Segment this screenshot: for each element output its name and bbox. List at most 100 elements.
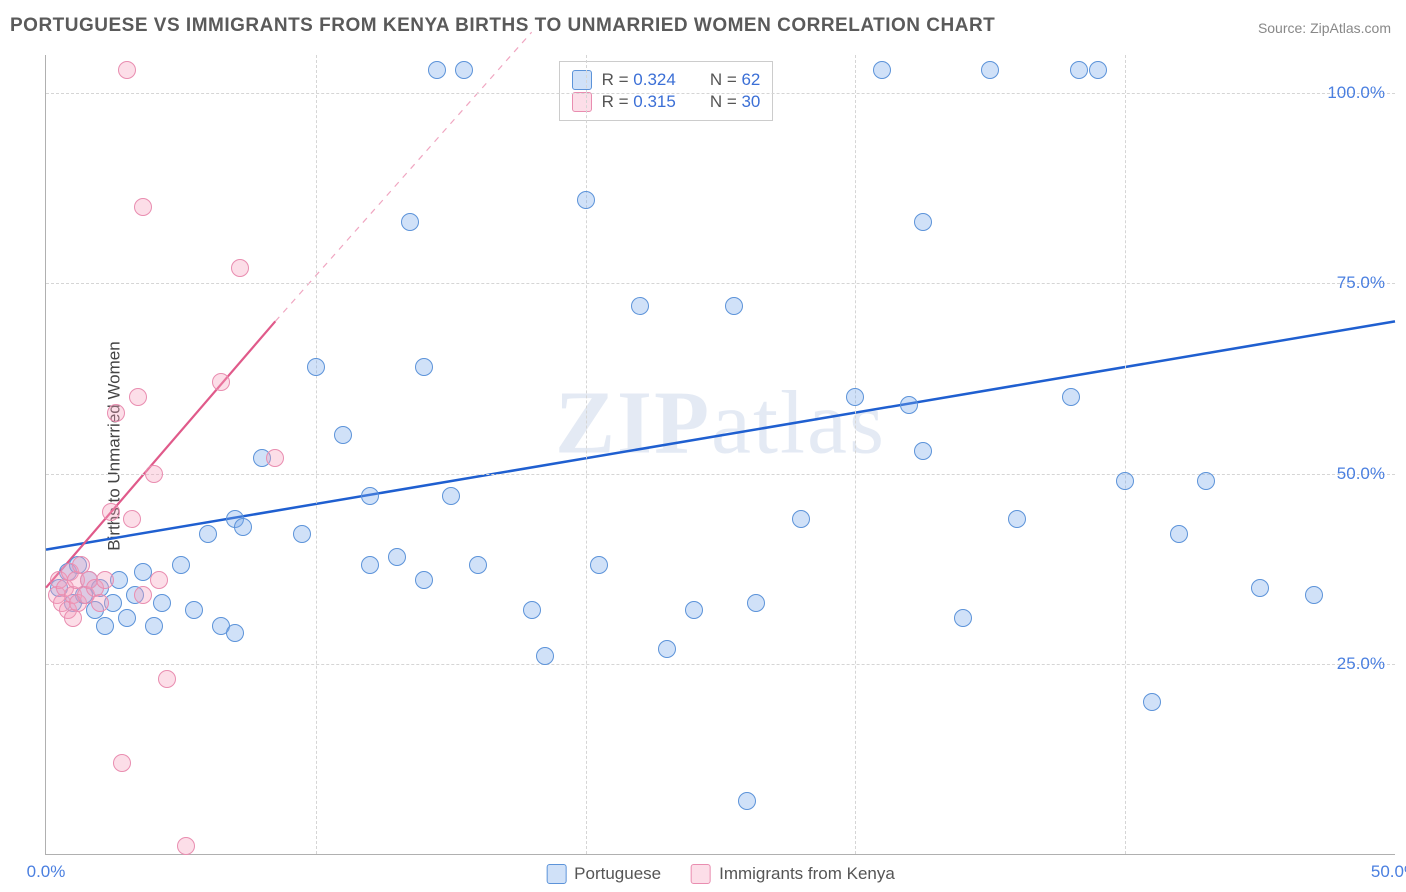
- data-point-portuguese: [846, 388, 864, 406]
- data-point-kenya: [145, 465, 163, 483]
- y-tick-label: 100.0%: [1327, 83, 1385, 103]
- data-point-portuguese: [590, 556, 608, 574]
- data-point-portuguese: [293, 525, 311, 543]
- data-point-portuguese: [226, 624, 244, 642]
- data-point-kenya: [129, 388, 147, 406]
- legend-swatch: [572, 70, 592, 90]
- legend-swatch: [572, 92, 592, 112]
- gridline-v: [855, 55, 856, 854]
- trend-line: [275, 32, 531, 321]
- gridline-h: [46, 474, 1395, 475]
- data-point-portuguese: [415, 358, 433, 376]
- legend-swatch: [546, 864, 566, 884]
- data-point-kenya: [134, 586, 152, 604]
- data-point-portuguese: [1089, 61, 1107, 79]
- data-point-portuguese: [914, 442, 932, 460]
- data-point-kenya: [150, 571, 168, 589]
- data-point-kenya: [123, 510, 141, 528]
- data-point-portuguese: [523, 601, 541, 619]
- x-tick-label: 50.0%: [1371, 862, 1406, 882]
- data-point-kenya: [134, 198, 152, 216]
- data-point-portuguese: [792, 510, 810, 528]
- data-point-portuguese: [577, 191, 595, 209]
- data-point-portuguese: [96, 617, 114, 635]
- legend-item-kenya: Immigrants from Kenya: [691, 864, 895, 884]
- data-point-portuguese: [401, 213, 419, 231]
- data-point-portuguese: [631, 297, 649, 315]
- data-point-portuguese: [145, 617, 163, 635]
- y-tick-label: 75.0%: [1337, 273, 1385, 293]
- data-point-portuguese: [658, 640, 676, 658]
- plot-area: ZIPatlas R = 0.324N = 62R = 0.315N = 30 …: [45, 55, 1395, 855]
- data-point-kenya: [158, 670, 176, 688]
- y-tick-label: 50.0%: [1337, 464, 1385, 484]
- source-label: Source: ZipAtlas.com: [1258, 20, 1391, 36]
- data-point-portuguese: [199, 525, 217, 543]
- data-point-portuguese: [954, 609, 972, 627]
- data-point-portuguese: [118, 609, 136, 627]
- data-point-kenya: [266, 449, 284, 467]
- data-point-kenya: [212, 373, 230, 391]
- data-point-portuguese: [747, 594, 765, 612]
- data-point-kenya: [231, 259, 249, 277]
- data-point-portuguese: [725, 297, 743, 315]
- data-point-portuguese: [914, 213, 932, 231]
- legend-row-portuguese: R = 0.324 N = 62: [572, 70, 761, 90]
- y-tick-label: 25.0%: [1337, 654, 1385, 674]
- chart-title: PORTUGUESE VS IMMIGRANTS FROM KENYA BIRT…: [10, 15, 995, 37]
- gridline-h: [46, 283, 1395, 284]
- data-point-kenya: [113, 754, 131, 772]
- legend-text: Portuguese: [574, 864, 661, 884]
- x-tick-label: 0.0%: [27, 862, 66, 882]
- data-point-portuguese: [153, 594, 171, 612]
- data-point-portuguese: [981, 61, 999, 79]
- data-point-kenya: [177, 837, 195, 855]
- data-point-portuguese: [388, 548, 406, 566]
- data-point-portuguese: [536, 647, 554, 665]
- data-point-portuguese: [900, 396, 918, 414]
- gridline-v: [586, 55, 587, 854]
- data-point-portuguese: [1251, 579, 1269, 597]
- legend-n-label: N = 62: [710, 70, 761, 90]
- legend-r-label: R = 0.324: [602, 70, 676, 90]
- data-point-portuguese: [185, 601, 203, 619]
- data-point-portuguese: [873, 61, 891, 79]
- data-point-portuguese: [361, 556, 379, 574]
- data-point-portuguese: [469, 556, 487, 574]
- legend-text: Immigrants from Kenya: [719, 864, 895, 884]
- data-point-portuguese: [685, 601, 703, 619]
- legend-swatch: [691, 864, 711, 884]
- trend-line: [46, 321, 275, 587]
- data-point-kenya: [102, 503, 120, 521]
- data-point-portuguese: [428, 61, 446, 79]
- gridline-v: [1125, 55, 1126, 854]
- data-point-portuguese: [415, 571, 433, 589]
- data-point-kenya: [118, 61, 136, 79]
- legend-n-label: N = 30: [710, 92, 761, 112]
- legend-r-n-box: R = 0.324 N = 62 R = 0.315 N = 30: [559, 61, 774, 121]
- legend-r-label: R = 0.315: [602, 92, 676, 112]
- legend-series: Portuguese Immigrants from Kenya: [546, 864, 895, 884]
- data-point-portuguese: [307, 358, 325, 376]
- data-point-portuguese: [172, 556, 190, 574]
- data-point-portuguese: [1143, 693, 1161, 711]
- legend-item-portuguese: Portuguese: [546, 864, 661, 884]
- data-point-portuguese: [234, 518, 252, 536]
- data-point-portuguese: [1008, 510, 1026, 528]
- data-point-kenya: [107, 404, 125, 422]
- data-point-portuguese: [1070, 61, 1088, 79]
- gridline-v: [316, 55, 317, 854]
- data-point-portuguese: [334, 426, 352, 444]
- data-point-portuguese: [1197, 472, 1215, 490]
- data-point-portuguese: [1170, 525, 1188, 543]
- legend-row-kenya: R = 0.315 N = 30: [572, 92, 761, 112]
- data-point-portuguese: [1305, 586, 1323, 604]
- data-point-portuguese: [738, 792, 756, 810]
- data-point-portuguese: [361, 487, 379, 505]
- data-point-kenya: [96, 571, 114, 589]
- gridline-h: [46, 664, 1395, 665]
- gridline-h: [46, 93, 1395, 94]
- data-point-portuguese: [455, 61, 473, 79]
- trend-line: [46, 321, 1395, 549]
- data-point-kenya: [91, 594, 109, 612]
